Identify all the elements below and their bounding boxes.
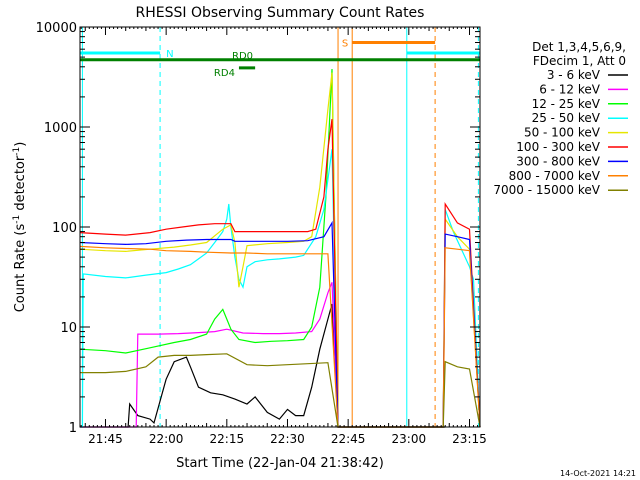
footer-date: 14-Oct-2021 14:21 [560, 469, 636, 478]
flag-bars: N S RD0 RD4 [80, 38, 480, 79]
chart-title: RHESSI Observing Summary Count Rates [136, 5, 425, 21]
x-tick-label: 22:30 [270, 432, 305, 446]
y-axis-label: Count Rate (s-1 detector-1) [12, 142, 28, 313]
series-line-25-50-kev [80, 149, 481, 428]
legend-label-7000-15000-kev: 7000 - 15000 keV [493, 183, 600, 197]
series-line-7000-15000-kev [80, 353, 481, 428]
x-tick-label: 22:15 [210, 432, 245, 446]
series-line-100-300-kev [79, 119, 481, 428]
legend-header-line2: FDecim 1, Att 0 [533, 54, 626, 68]
legend-label-6-12-kev: 6 - 12 keV [539, 82, 601, 96]
flag-label-rd0: RD0 [232, 51, 253, 62]
legend-label-300-800-kev: 300 - 800 keV [516, 154, 600, 168]
series-line-12-25-kev [79, 68, 446, 428]
y-label-mid: detector [13, 155, 28, 215]
series-line-50-100-kev [79, 72, 481, 428]
x-tick-label: 22:00 [149, 432, 184, 446]
y-tick-label: 10000 [36, 21, 77, 36]
series-line-3-6-kev [80, 303, 446, 428]
y-label-main: Count Rate (s [13, 224, 28, 313]
series-line-800-7000-kev [79, 245, 481, 428]
y-tick-label: 1000 [44, 121, 77, 136]
x-axis-label: Start Time (22-Jan-04 21:38:42) [176, 456, 384, 471]
y-label-end: ) [13, 142, 28, 147]
flag-label-s: S [342, 38, 348, 49]
y-tick-label: 10 [60, 321, 77, 336]
y-tick-label: 100 [52, 221, 77, 236]
x-tick-label: 21:45 [88, 432, 123, 446]
flag-label-n: N [166, 49, 173, 60]
legend-label-25-50-kev: 25 - 50 keV [532, 111, 601, 125]
legend: Det 1,3,4,5,6,9, FDecim 1, Att 0 3 - 6 k… [493, 40, 628, 197]
x-tick-label: 22:45 [331, 432, 366, 446]
legend-label-3-6-kev: 3 - 6 keV [547, 68, 601, 82]
legend-label-12-25-kev: 12 - 25 keV [532, 97, 601, 111]
series-layer [79, 68, 481, 428]
series-line-6-12-kev [80, 282, 446, 428]
axes: 21:45 22:00 22:15 22:30 22:45 23:00 23:15 1 10 10… [36, 21, 487, 446]
plot-frame [79, 26, 481, 428]
y-label-sup2: -1 [12, 147, 22, 156]
legend-header-line1: Det 1,3,4,5,6,9, [532, 40, 626, 54]
x-tick-label: 23:15 [452, 432, 487, 446]
marker-lines [81, 27, 479, 427]
y-label-sup1: -1 [12, 215, 22, 224]
flag-label-rd4: RD4 [214, 68, 235, 79]
y-tick-label: 1 [69, 421, 77, 436]
legend-label-800-7000-kev: 800 - 7000 keV [509, 169, 601, 183]
x-tick-label: 23:00 [392, 432, 427, 446]
legend-label-50-100-kev: 50 - 100 keV [524, 126, 601, 140]
legend-label-100-300-kev: 100 - 300 keV [516, 140, 600, 154]
